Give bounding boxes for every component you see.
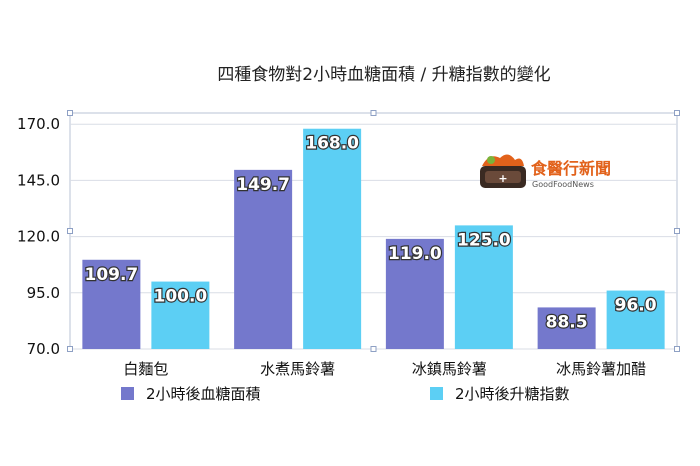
data-label: 109.7 [84, 265, 138, 285]
legend-swatch [121, 387, 134, 400]
bar [537, 307, 596, 349]
frame-handle [674, 346, 680, 352]
y-tick-label: 170.0 [17, 115, 60, 133]
x-axis: 白麵包 水煮馬鈴薯 冰鎮馬鈴薯 冰馬鈴薯加醋 [123, 360, 646, 378]
bar [234, 169, 293, 349]
frame-handle [370, 346, 377, 352]
legend-label: 2小時後血糖面積 [146, 385, 261, 403]
x-tick-label: 冰馬鈴薯加醋 [556, 360, 646, 378]
legend: 2小時後血糖面積 2小時後升糖指數 [121, 385, 570, 403]
bars [82, 128, 665, 349]
x-tick-label: 白麵包 [123, 360, 168, 378]
y-axis: 70.0 95.0 120.0 145.0 170.0 [17, 115, 60, 358]
data-label: 119.0 [388, 244, 442, 264]
x-tick-label: 水煮馬鈴薯 [260, 360, 335, 378]
bar [151, 281, 210, 349]
bar [303, 128, 362, 349]
legend-swatch [430, 387, 443, 400]
bar [82, 259, 141, 349]
data-label: 149.7 [236, 175, 290, 195]
basket-icon: + [480, 154, 526, 188]
bar [606, 290, 665, 349]
frame-handle [67, 110, 73, 116]
y-tick-label: 145.0 [17, 171, 60, 189]
x-tick-label: 冰鎮馬鈴薯 [412, 360, 487, 378]
frame-handle [370, 110, 377, 116]
frame-handle [674, 228, 680, 234]
frame-handle [674, 110, 680, 116]
y-tick-label: 95.0 [27, 284, 60, 302]
y-tick-label: 120.0 [17, 228, 60, 246]
logo-name: 食醫行新聞 [530, 159, 611, 178]
svg-text:+: + [498, 172, 507, 185]
data-label: 100.0 [153, 287, 207, 307]
frame-handle [67, 228, 73, 234]
brand-logo: + 食醫行新聞 GoodFoodNews [480, 154, 611, 189]
y-tick-label: 70.0 [27, 340, 60, 358]
bar [454, 225, 513, 349]
legend-label: 2小時後升糖指數 [455, 385, 570, 403]
data-label: 96.0 [615, 296, 657, 316]
value-labels: 109.7 100.0 149.7 168.0 119.0 125.0 88.5 96.0 [83, 133, 658, 334]
bar [385, 238, 444, 349]
chart-title: 四種食物對2小時血糖面積 / 升糖指數的變化 [217, 65, 550, 85]
data-label: 125.0 [457, 230, 511, 250]
frame-handle [67, 346, 73, 352]
data-label: 168.0 [305, 134, 359, 154]
logo-name-en: GoodFoodNews [532, 180, 594, 189]
data-label: 88.5 [546, 312, 588, 332]
